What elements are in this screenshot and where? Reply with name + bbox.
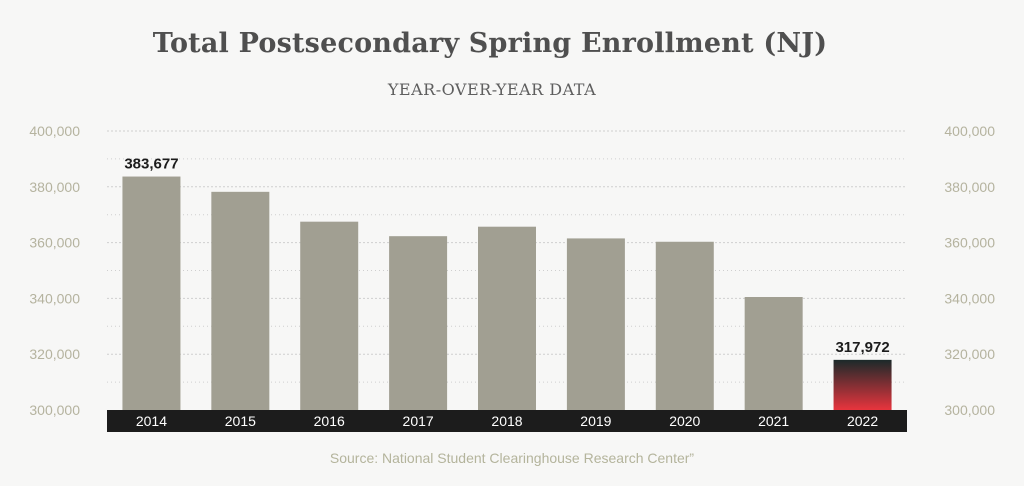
x-tick-label: 2022 [847,413,878,429]
data-label-2022: 317,972 [835,339,889,356]
y-axis: 300,000 300,000 320,000 320,000 340,000 340,0… [29,123,995,418]
y-tick-label-right: 300,000 [944,402,995,418]
x-tick-label: 2018 [491,413,522,429]
x-tick-label: 2021 [758,413,789,429]
y-tick-label-left: 340,000 [29,290,80,306]
bar-2021 [744,297,803,410]
bar-2019 [566,238,625,410]
chart-source: Source: National Student Clearinghouse R… [329,450,695,466]
x-axis-band [107,410,907,432]
chart-subtitle: YEAR-OVER-YEAR DATA [387,80,597,99]
x-tick-label: 2014 [136,413,167,429]
y-tick-label-left: 300,000 [29,402,80,418]
bar-2017 [389,236,448,410]
y-tick-label-right: 340,000 [944,290,995,306]
bars [122,176,892,410]
x-tick-label: 2015 [225,413,256,429]
bar-2020 [655,241,714,410]
bar-2016 [300,221,359,410]
y-tick-label-left: 380,000 [29,179,80,195]
y-tick-label-right: 400,000 [944,123,995,139]
data-labels: 383,677 317,972 [124,156,889,356]
x-axis: 2014 2015 2016 2017 2018 2019 2020 2021 2022 [107,410,907,432]
y-tick-label-left: 400,000 [29,123,80,139]
y-tick-label-right: 360,000 [944,235,995,251]
y-tick-label-left: 360,000 [29,235,80,251]
x-tick-label: 2019 [580,413,611,429]
bar-2022 [833,359,892,410]
x-tick-label: 2020 [669,413,700,429]
y-tick-label-right: 380,000 [944,179,995,195]
data-label-2014: 383,677 [124,156,178,173]
bar-2018 [478,226,536,410]
bar-2015 [211,191,270,410]
y-tick-label-left: 320,000 [29,346,80,362]
chart-title: Total Postsecondary Spring Enrollment (N… [152,28,828,59]
y-tick-label-right: 320,000 [944,346,995,362]
x-tick-label: 2016 [314,413,345,429]
bar-2014 [122,176,181,410]
x-tick-label: 2017 [403,413,434,429]
